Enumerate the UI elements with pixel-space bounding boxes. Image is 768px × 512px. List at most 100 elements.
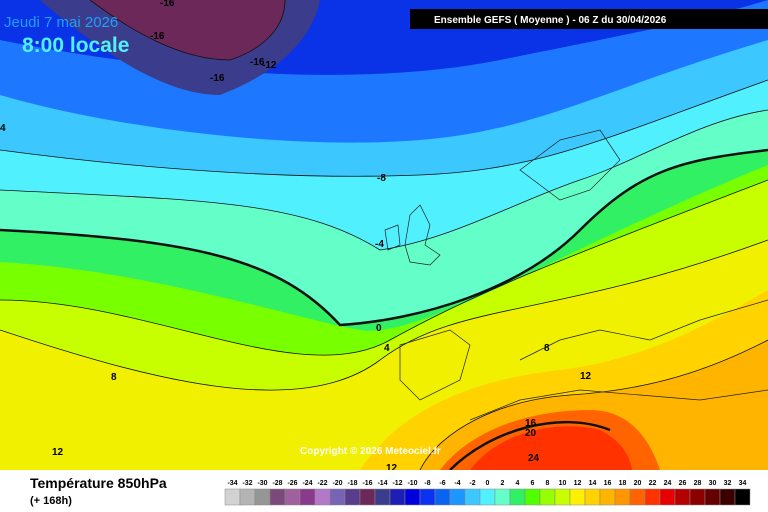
scale-swatch <box>524 488 541 506</box>
map-field <box>0 0 768 470</box>
contour-label: -16 <box>210 73 225 84</box>
color-scale: -34 -32 -30 -28 -26 -24 -22 -20 -18 -16 -14 -12 -10-… <box>224 480 751 506</box>
contour-label: 12 <box>52 447 64 458</box>
scale-swatch <box>254 488 271 506</box>
scale-swatch <box>449 488 466 506</box>
scale-swatch <box>599 488 616 506</box>
contour-label: 12 <box>386 463 398 474</box>
scale-label: -2 <box>469 480 475 487</box>
scale-swatch <box>569 488 586 506</box>
scale-swatch <box>284 488 301 506</box>
contour-label: 12 <box>580 371 592 382</box>
scale-swatch <box>734 488 751 506</box>
scale-swatch <box>359 488 376 506</box>
coastlines <box>384 129 768 421</box>
copyright: Copyright © 2026 Meteociel.fr <box>300 446 441 457</box>
scale-label: -8 <box>424 480 430 487</box>
contour-label: 20 <box>525 428 537 439</box>
contour-label: 0 <box>376 323 382 334</box>
scale-swatch <box>269 488 286 506</box>
scale-label: 28 <box>694 480 702 487</box>
contour-label: 4 <box>0 123 6 134</box>
scale-swatch <box>674 488 691 506</box>
banner-box <box>410 9 768 29</box>
contour-label: -16 <box>150 31 165 42</box>
scale-label: -6 <box>439 480 445 487</box>
scale-swatch <box>464 488 481 506</box>
scale-swatch <box>314 488 331 506</box>
contour-label: -12 <box>262 60 277 71</box>
scale-label: -12 <box>392 480 402 487</box>
scale-swatch <box>224 488 241 506</box>
scale-swatch <box>704 488 721 506</box>
scale-label: -34 <box>227 480 237 487</box>
scale-label: 14 <box>589 480 597 487</box>
contour-label: -16 <box>160 0 175 9</box>
scale-label: -4 <box>454 480 460 487</box>
scale-swatch <box>404 488 421 506</box>
scale-label: 2 <box>501 480 505 487</box>
scale-label: -18 <box>347 480 357 487</box>
scale-label: -28 <box>272 480 282 487</box>
contour-label: 24 <box>528 453 540 464</box>
scale-swatch <box>644 488 661 506</box>
scale-label: 32 <box>724 480 732 487</box>
scale-swatch <box>539 488 556 506</box>
scale-label: -26 <box>287 480 297 487</box>
scale-label: -16 <box>362 480 372 487</box>
scale-swatch <box>239 488 256 506</box>
scale-label: 0 <box>486 480 490 487</box>
scale-swatch <box>659 488 676 506</box>
scale-label: -20 <box>332 480 342 487</box>
scale-label: -24 <box>302 480 312 487</box>
scale-swatch <box>614 488 631 506</box>
scale-swatch <box>554 488 571 506</box>
scale-label: -10 <box>407 480 417 487</box>
scale-label: -22 <box>317 480 327 487</box>
contour-label: 8 <box>544 343 550 354</box>
scale-label: 24 <box>664 480 672 487</box>
scale-label: 30 <box>709 480 717 487</box>
contour-label: -8 <box>377 173 386 184</box>
contour-label: -4 <box>375 239 384 250</box>
scale-label: 34 <box>739 480 747 487</box>
scale-label: 26 <box>679 480 687 487</box>
scale-swatch <box>494 488 511 506</box>
legend-subtitle: (+ 168h) <box>30 495 72 507</box>
date: Jeudi 7 mai 2026 <box>4 14 118 31</box>
scale-label: 6 <box>531 480 535 487</box>
scale-swatch <box>389 488 406 506</box>
time: 8:00 locale <box>22 34 129 57</box>
scale-swatch <box>299 488 316 506</box>
contours <box>0 0 768 471</box>
scale-label: 18 <box>619 480 627 487</box>
scale-swatch <box>689 488 706 506</box>
scale-swatch <box>479 488 496 506</box>
scale-swatch <box>719 488 736 506</box>
scale-swatch <box>434 488 451 506</box>
contour-label: -16 <box>250 57 265 68</box>
banner: Ensemble GEFS ( Moyenne ) - 06 Z du 30/0… <box>434 15 667 26</box>
scale-label: 8 <box>546 480 550 487</box>
scale-label: 12 <box>574 480 582 487</box>
scale-swatch <box>419 488 436 506</box>
contour-label: 8 <box>111 372 117 383</box>
legend-title: Température 850hPa <box>30 475 167 491</box>
scale-swatch <box>374 488 391 506</box>
scale-label: 4 <box>516 480 520 487</box>
scale-swatch <box>509 488 526 506</box>
scale-label: 10 <box>559 480 567 487</box>
scale-label: -30 <box>257 480 267 487</box>
scale-label: -14 <box>377 480 387 487</box>
contour-label: 16 <box>525 418 537 429</box>
scale-label: 20 <box>634 480 642 487</box>
contour-label: 4 <box>384 343 390 354</box>
scale-swatch <box>629 488 646 506</box>
scale-label: 16 <box>604 480 612 487</box>
scale-swatch <box>329 488 346 506</box>
scale-label: 22 <box>649 480 657 487</box>
scale-swatch <box>344 488 361 506</box>
